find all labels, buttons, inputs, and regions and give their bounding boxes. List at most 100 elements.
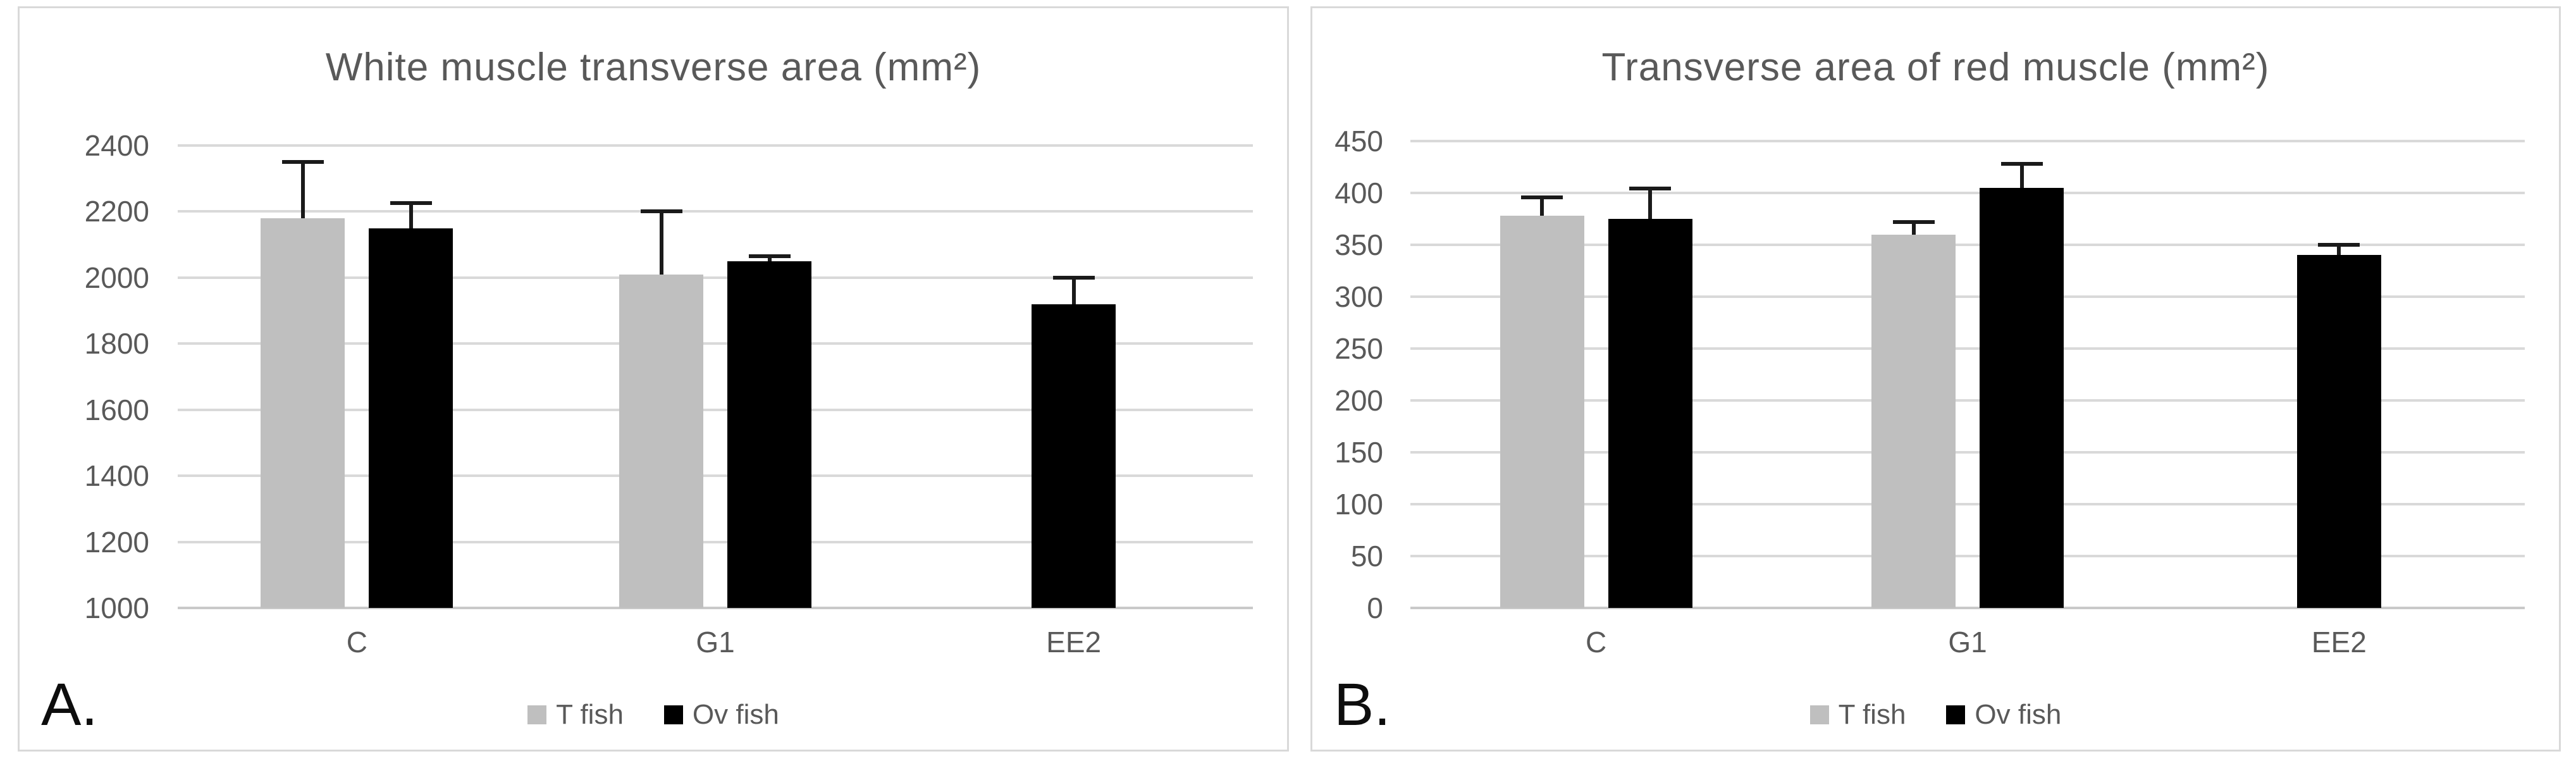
bar-ov-fish-c — [369, 201, 453, 608]
x-category-label-c: C — [1586, 626, 1607, 659]
gridline — [178, 540, 1253, 543]
bar-ov-fish-ee2 — [1032, 275, 1116, 608]
bar-t-fish-c — [261, 160, 345, 608]
y-tick-label: 50 — [1350, 540, 1383, 573]
bar-ov-fish-c — [1608, 187, 1692, 608]
error-bar-cap — [640, 209, 682, 214]
x-category-label-ee2: EE2 — [1046, 626, 1102, 659]
chart-panel-a: White muscle transverse area (mm²) 1000 1… — [18, 6, 1289, 752]
y-tick-label: 1200 — [84, 525, 149, 559]
chart-title: Transverse area of red muscle (mm²) — [1601, 46, 2270, 89]
legend-swatch-ov-fish — [663, 705, 683, 724]
legend-item-ov-fish: Ov fish — [1946, 699, 2061, 731]
error-bar-cap — [2318, 243, 2360, 247]
error-bar-stem — [2019, 164, 2024, 188]
legend-swatch-t-fish — [527, 705, 547, 724]
plot-area — [1410, 140, 2525, 609]
legend: T fish Ov fish — [20, 699, 1287, 731]
gridline — [1410, 140, 2525, 142]
bar-t-fish-g1 — [619, 209, 703, 608]
gridline — [1410, 451, 2525, 454]
error-bar-cap — [281, 160, 324, 164]
chart-panel-b: Transverse area of red muscle (mm²) 0 50 1… — [1310, 6, 2561, 752]
gridline — [1410, 295, 2525, 298]
legend-label: Ov fish — [1975, 699, 2062, 730]
y-tick-label: 2200 — [84, 195, 149, 228]
error-bar-stem — [300, 162, 305, 218]
gridline — [1410, 399, 2525, 402]
gridline — [178, 210, 1253, 213]
y-tick-label: 1400 — [84, 459, 149, 493]
gridline — [178, 474, 1253, 478]
bar-group-ee2 — [2243, 141, 2435, 608]
error-bar-stem — [659, 211, 663, 275]
legend-label: T fish — [1838, 699, 1906, 730]
error-bar-stem — [767, 256, 772, 261]
y-tick-label: 2400 — [84, 129, 149, 162]
legend: T fish Ov fish — [1312, 699, 2559, 731]
y-tick-label: 1000 — [84, 591, 149, 624]
y-tick-label: 350 — [1334, 228, 1383, 261]
panel-label: B. — [1334, 671, 1391, 738]
chart-title: White muscle transverse area (mm²) — [325, 46, 982, 89]
error-bar-stem — [1540, 197, 1544, 216]
bar-group-c — [1500, 141, 1692, 608]
y-tick-label: 2000 — [84, 261, 149, 294]
y-tick-label: 200 — [1334, 384, 1383, 417]
error-bar-cap — [1052, 275, 1095, 280]
x-category-label-ee2: EE2 — [2311, 626, 2367, 659]
bar-ov-fish-g1 — [727, 254, 811, 608]
x-axis-labels: C G1 EE2 — [1410, 625, 2525, 663]
gridline — [1410, 192, 2525, 194]
bar-group-c — [261, 145, 453, 608]
legend-swatch-t-fish — [1809, 705, 1829, 724]
y-tick-label: 450 — [1334, 125, 1383, 158]
x-category-label-g1: G1 — [1948, 626, 1987, 659]
y-axis: 0 50 100 150 200 250 300 350 400 450 — [1312, 127, 1383, 622]
error-bar-stem — [1071, 277, 1076, 304]
y-axis: 1000 1200 1400 1600 1800 2000 2200 2400 — [20, 131, 149, 622]
legend-item-t-fish: T fish — [527, 699, 624, 731]
y-tick-label: 0 — [1367, 591, 1383, 624]
gridline — [1410, 503, 2525, 505]
legend-swatch-ov-fish — [1946, 705, 1966, 724]
bar-group-g1 — [1871, 141, 2064, 608]
legend-item-t-fish: T fish — [1809, 699, 1906, 731]
bar-group-g1 — [619, 145, 811, 608]
x-axis-labels: C G1 EE2 — [178, 625, 1253, 663]
y-tick-label: 1800 — [84, 327, 149, 361]
error-bar-cap — [748, 254, 791, 258]
y-tick-label: 300 — [1334, 280, 1383, 313]
error-bar-stem — [1648, 189, 1653, 219]
gridline — [178, 342, 1253, 345]
error-bar-cap — [2000, 162, 2043, 166]
bar-ov-fish-ee2 — [2296, 243, 2381, 608]
bar-group-ee2 — [978, 145, 1170, 608]
y-tick-label: 400 — [1334, 176, 1383, 209]
x-category-label-c: C — [346, 626, 367, 659]
bar-t-fish-c — [1500, 195, 1584, 608]
gridline — [1410, 555, 2525, 557]
error-bar-cap — [1892, 220, 1935, 224]
bar-ov-fish-g1 — [1980, 162, 2064, 608]
legend-label: Ov fish — [692, 699, 779, 730]
x-category-label-g1: G1 — [696, 626, 735, 659]
error-bar-cap — [1521, 195, 1563, 199]
gridline — [1410, 244, 2525, 246]
error-bar-stem — [409, 203, 413, 228]
error-bar-cap — [390, 201, 432, 206]
y-tick-label: 250 — [1334, 332, 1383, 365]
legend-item-ov-fish: Ov fish — [663, 699, 779, 731]
plot-area — [178, 144, 1253, 609]
x-axis-line — [1410, 607, 2525, 609]
legend-label: T fish — [556, 699, 624, 730]
y-tick-label: 1600 — [84, 393, 149, 426]
panel-label: A. — [41, 671, 98, 738]
bar-t-fish-g1 — [1871, 220, 1956, 608]
gridline — [178, 408, 1253, 411]
gridline — [178, 276, 1253, 279]
y-tick-label: 100 — [1334, 488, 1383, 521]
error-bar-cap — [1629, 187, 1672, 191]
gridline — [1410, 347, 2525, 350]
error-bar-stem — [1911, 221, 1916, 235]
